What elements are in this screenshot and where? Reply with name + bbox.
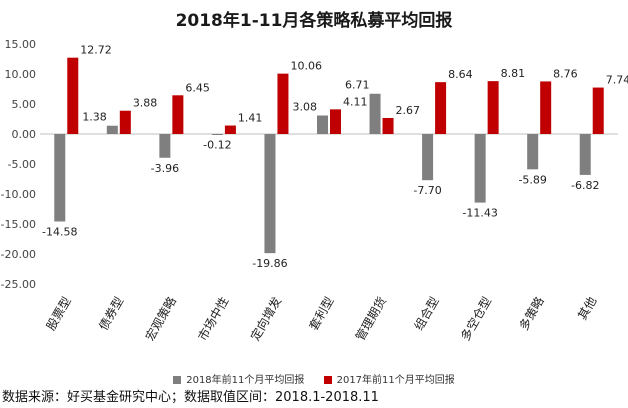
category-label: 多策略 bbox=[516, 294, 547, 333]
bar-2017 bbox=[67, 57, 79, 134]
data-label: 10.06 bbox=[290, 60, 322, 73]
data-label: -6.82 bbox=[571, 179, 599, 192]
data-label: -14.58 bbox=[42, 225, 77, 238]
legend-swatch-gray bbox=[173, 376, 182, 384]
bar-2018 bbox=[106, 125, 118, 134]
y-tick-label: -10.00 bbox=[1, 188, 36, 201]
source-note: 数据来源：好买基金研究中心；数据取值区间：2018.1-2018.11 bbox=[2, 390, 379, 405]
data-label: -5.89 bbox=[518, 173, 546, 186]
legend-label-2017: 2017年前11个月平均回报 bbox=[336, 375, 455, 386]
y-tick-label: 10.00 bbox=[5, 68, 37, 81]
data-label: 3.08 bbox=[293, 101, 318, 114]
category-label: 股票型 bbox=[44, 295, 74, 333]
legend-label-2018: 2018年前11个月平均回报 bbox=[186, 375, 305, 386]
bar-2017 bbox=[487, 81, 499, 134]
legend-swatch-red bbox=[323, 376, 332, 384]
y-tick-label: -15.00 bbox=[1, 218, 36, 231]
legend: 2018年前11个月平均回报 2017年前11个月平均回报 bbox=[0, 371, 628, 386]
category-label: 宏观策略 bbox=[142, 294, 179, 343]
data-label: 8.76 bbox=[553, 67, 578, 80]
data-label: 12.72 bbox=[80, 44, 112, 57]
legend-item-2018: 2018年前11个月平均回报 bbox=[173, 371, 304, 386]
bar-layer bbox=[54, 57, 604, 254]
data-label-layer: -14.58 12.72 1.38 3.88 -3.96 6.45 -0.12 1.41 -19… bbox=[42, 44, 628, 270]
category-label: 多空仓型 bbox=[458, 295, 494, 344]
data-label: 6.71 bbox=[345, 79, 370, 92]
y-tick-label: 15.00 bbox=[5, 38, 37, 51]
bar-2017 bbox=[435, 82, 447, 134]
legend-item-2017: 2017年前11个月平均回报 bbox=[323, 371, 455, 386]
data-label: -11.43 bbox=[462, 207, 497, 220]
bar-2018 bbox=[159, 134, 171, 158]
y-tick-label: 0.00 bbox=[12, 128, 37, 141]
data-label: 1.38 bbox=[82, 111, 107, 124]
y-tick-label: -5.00 bbox=[8, 158, 36, 171]
bar-2018 bbox=[474, 134, 486, 203]
category-label: 债券型 bbox=[95, 294, 126, 333]
bar-2018 bbox=[317, 115, 328, 134]
data-label: 8.64 bbox=[448, 68, 473, 81]
bar-2018 bbox=[527, 134, 539, 170]
category-label: 组合型 bbox=[411, 294, 442, 333]
data-label: 8.81 bbox=[501, 67, 526, 80]
axis-layer: 15.00 10.00 5.00 0.00 -5.00 -10.00 -15.00 -20.0… bbox=[1, 38, 618, 291]
bar-2017 bbox=[540, 81, 552, 134]
bar-2018 bbox=[211, 134, 223, 135]
chart-title: 2018年1-11月各策略私募平均回报 bbox=[175, 11, 453, 31]
bar-2017 bbox=[592, 87, 604, 134]
bar-2018 bbox=[369, 93, 381, 134]
bar-2017 bbox=[119, 110, 131, 134]
category-label: 定向增发 bbox=[247, 294, 284, 343]
data-label: -19.86 bbox=[252, 257, 287, 270]
y-tick-label: 5.00 bbox=[12, 98, 37, 111]
bar-2017 bbox=[330, 109, 341, 134]
bar-2017 bbox=[224, 125, 236, 134]
data-label: 2.67 bbox=[396, 104, 421, 117]
data-label: -3.96 bbox=[151, 162, 179, 175]
data-label: -0.12 bbox=[203, 139, 231, 152]
bar-2018 bbox=[579, 134, 591, 175]
data-label: -7.70 bbox=[413, 184, 441, 197]
data-label: 4.11 bbox=[343, 95, 368, 108]
category-label: 套利型 bbox=[306, 295, 336, 333]
data-label: 1.41 bbox=[238, 112, 263, 125]
bar-2018 bbox=[264, 134, 276, 254]
bar-2017 bbox=[277, 73, 289, 134]
data-label: 7.74 bbox=[606, 74, 628, 87]
bar-2017 bbox=[172, 95, 184, 134]
bar-2018 bbox=[54, 134, 66, 222]
category-label: 管理期货 bbox=[352, 294, 389, 343]
data-label: 6.45 bbox=[185, 81, 210, 94]
category-label-layer: 股票型 债券型 宏观策略 市场中性 定向增发 套利型 管理期货 组合型 多空仓型 多策略 其他 bbox=[44, 294, 600, 343]
y-tick-label: -25.00 bbox=[1, 278, 36, 291]
category-label: 其他 bbox=[575, 295, 599, 323]
category-label: 市场中性 bbox=[195, 294, 232, 343]
y-tick-label: -20.00 bbox=[1, 248, 36, 261]
bar-2017 bbox=[382, 117, 394, 134]
data-label: 3.88 bbox=[133, 97, 158, 110]
bar-2018 bbox=[422, 134, 434, 181]
